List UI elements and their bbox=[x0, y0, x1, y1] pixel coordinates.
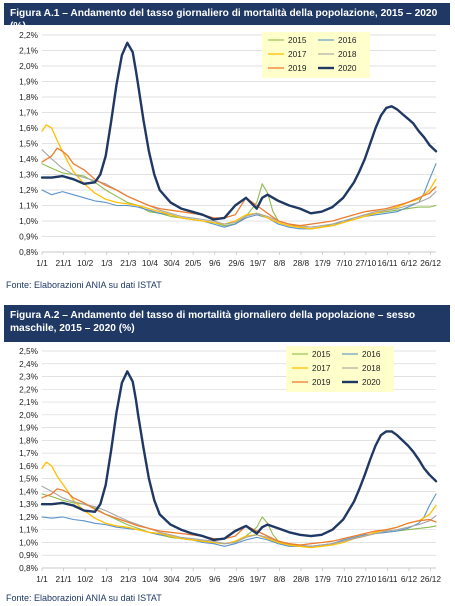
figure-1-x-tick-label: 16/11 bbox=[377, 258, 398, 268]
figure-1-x-tick-label: 20/5 bbox=[185, 258, 202, 268]
figure-1-legend-label-2015: 2015 bbox=[288, 35, 307, 45]
figure-2-y-tick-label: 1,0% bbox=[19, 537, 39, 547]
figure-1-x-tick-label: 8/8 bbox=[274, 258, 286, 268]
figure-2-x-tick-label: 6/12 bbox=[401, 574, 418, 584]
figure-2-y-tick-label: 0,8% bbox=[19, 563, 39, 573]
figure-2-legend-label-2016: 2016 bbox=[362, 349, 381, 359]
figure-1-title: Figura A.1 – Andamento del tasso giornal… bbox=[4, 3, 450, 32]
figure-1-y-tick-label: 0,8% bbox=[19, 247, 39, 257]
figure-1-x-tick-label: 28/8 bbox=[293, 258, 310, 268]
figure-2-y-tick-label: 2,1% bbox=[19, 397, 39, 407]
figure-2-x-tick-label: 16/11 bbox=[377, 574, 398, 584]
figure-2-y-tick-label: 1,2% bbox=[19, 512, 39, 522]
figure-1-x-tick-label: 10/4 bbox=[142, 258, 159, 268]
figure-2-y-tick-label: 2,5% bbox=[19, 346, 39, 356]
figure-2-x-tick-label: 8/8 bbox=[274, 574, 286, 584]
figure-2-x-tick-label: 1/3 bbox=[101, 574, 113, 584]
figure-1-x-tick-label: 10/2 bbox=[77, 258, 94, 268]
figure-2-series-2018-line bbox=[41, 485, 437, 547]
figure-1-x-tick-label: 17/9 bbox=[315, 258, 332, 268]
figure-1-y-tick-label: 2,1% bbox=[19, 46, 39, 56]
figure-2-y-tick-label: 1,1% bbox=[19, 525, 39, 535]
figure-1-legend-label-2019: 2019 bbox=[288, 63, 307, 73]
figure-2-x-tick-label: 28/8 bbox=[293, 574, 310, 584]
figure-1-x-tick-label: 30/4 bbox=[163, 258, 180, 268]
figure-2-y-tick-label: 2,3% bbox=[19, 372, 39, 382]
figure-2-x-tick-label: 10/2 bbox=[77, 574, 94, 584]
figure-1-y-tick-label: 1,8% bbox=[19, 92, 39, 102]
figure-2-x-tick-label: 9/6 bbox=[209, 574, 221, 584]
figure-2-x-tick-label: 17/9 bbox=[315, 574, 332, 584]
figure-1-y-tick-label: 1,2% bbox=[19, 185, 39, 195]
figure-1-legend-label-2017: 2017 bbox=[288, 49, 307, 59]
figure-2-y-tick-label: 1,8% bbox=[19, 435, 39, 445]
figure-2-x-tick-label: 7/10 bbox=[336, 574, 353, 584]
figure-2-legend-label-2017: 2017 bbox=[312, 363, 331, 373]
figure-1-series-2015-line bbox=[41, 163, 437, 230]
figure-2-series-2019-line bbox=[41, 488, 437, 546]
figure-1-x-tick-label: 21/1 bbox=[56, 258, 73, 268]
figure-1-x-tick-label: 7/10 bbox=[336, 258, 353, 268]
figure-1-x-tick-label: 27/10 bbox=[355, 258, 376, 268]
figure-1-y-tick-label: 1,3% bbox=[19, 170, 39, 180]
figure-1-x-tick-label: 26/12 bbox=[420, 258, 441, 268]
figure-2-series-2016-line bbox=[41, 493, 437, 547]
figure-1-y-tick-label: 1,4% bbox=[19, 154, 39, 164]
figure-1-y-tick-label: 1,9% bbox=[19, 77, 39, 87]
figure-1-y-tick-label: 0,9% bbox=[19, 232, 39, 242]
figure-2-y-tick-label: 2,2% bbox=[19, 384, 39, 394]
figure-1-x-tick-label: 1/3 bbox=[101, 258, 113, 268]
figure-2-series-2020-line bbox=[40, 370, 438, 542]
figure-1-x-tick-label: 19/7 bbox=[250, 258, 267, 268]
figure-1-series-2019-line bbox=[41, 147, 437, 227]
figure-2-legend-label-2015: 2015 bbox=[312, 349, 331, 359]
figure-1-legend-label-2020: 2020 bbox=[338, 63, 357, 73]
figure-2-x-tick-label: 29/6 bbox=[228, 574, 245, 584]
figure-1-y-tick-label: 1,0% bbox=[19, 216, 39, 226]
figure-2-x-tick-label: 27/10 bbox=[355, 574, 376, 584]
figure-1-y-tick-label: 1,6% bbox=[19, 123, 39, 133]
figure-2-y-tick-label: 1,5% bbox=[19, 474, 39, 484]
figure-2-legend-label-2018: 2018 bbox=[362, 363, 381, 373]
figure-2-y-tick-label: 1,9% bbox=[19, 423, 39, 433]
figure-2-y-tick-label: 0,9% bbox=[19, 550, 39, 560]
figure-2-legend-label-2019: 2019 bbox=[312, 377, 331, 387]
figure-1-series-2017-line bbox=[41, 124, 437, 230]
figure-1-legend-label-2016: 2016 bbox=[338, 35, 357, 45]
figure-2-x-tick-label: 30/4 bbox=[163, 574, 180, 584]
figure-1-y-tick-label: 2,2% bbox=[19, 30, 39, 40]
figure-1-y-tick-label: 1,5% bbox=[19, 139, 39, 149]
figure-1-x-tick-label: 1/1 bbox=[36, 258, 48, 268]
figure-2-y-tick-label: 2,4% bbox=[19, 359, 39, 369]
figure-2-source: Fonte: Elaborazioni ANIA su dati ISTAT bbox=[6, 593, 162, 603]
figure-1-y-tick-label: 2,0% bbox=[19, 61, 39, 71]
figure-2-x-tick-label: 19/7 bbox=[250, 574, 267, 584]
figure-2-y-tick-label: 1,3% bbox=[19, 499, 39, 509]
figure-2-x-tick-label: 21/3 bbox=[120, 574, 137, 584]
figure-1-line-chart: 0,8% 0,9% 1,0% 1,1% 1,2% 1,3% 1,4% 1,5% 1,6% 1,7%… bbox=[19, 30, 441, 268]
figure-1-series-2018-line bbox=[41, 149, 437, 228]
figure-2-title: Figura A.2 – Andamento del tasso di mort… bbox=[4, 305, 450, 342]
figure-1-y-tick-label: 1,7% bbox=[19, 108, 39, 118]
figure-1-series-2016-line bbox=[41, 163, 437, 230]
figure-2-x-tick-label: 10/4 bbox=[142, 574, 159, 584]
figure-1-legend-label-2018: 2018 bbox=[338, 49, 357, 59]
figure-1-source: Fonte: Elaborazioni ANIA su dati ISTAT bbox=[6, 280, 162, 290]
figure-2-y-tick-label: 2,0% bbox=[19, 410, 39, 420]
figure-1-y-tick-label: 1,1% bbox=[19, 201, 39, 211]
figure-2-x-tick-label: 21/1 bbox=[56, 574, 73, 584]
figure-2-y-tick-label: 1,4% bbox=[19, 486, 39, 496]
figure-1-x-tick-label: 9/6 bbox=[209, 258, 221, 268]
figure-2-legend-label-2020: 2020 bbox=[362, 377, 381, 387]
figure-1-x-tick-label: 29/6 bbox=[228, 258, 245, 268]
figure-1-x-tick-label: 6/12 bbox=[401, 258, 418, 268]
figure-1-series-2020-line bbox=[40, 41, 438, 221]
figure-2-x-tick-label: 26/12 bbox=[420, 574, 441, 584]
figure-1-x-tick-label: 21/3 bbox=[120, 258, 137, 268]
figure-2-y-tick-label: 1,6% bbox=[19, 461, 39, 471]
figure-2-x-tick-label: 20/5 bbox=[185, 574, 202, 584]
figure-2-y-tick-label: 1,7% bbox=[19, 448, 39, 458]
figure-2-x-tick-label: 1/1 bbox=[36, 574, 48, 584]
figure-2-line-chart: 0,8% 0,9% 1,0% 1,1% 1,2% 1,3% 1,4% 1,5% 1,6% 1,7%… bbox=[19, 346, 441, 584]
